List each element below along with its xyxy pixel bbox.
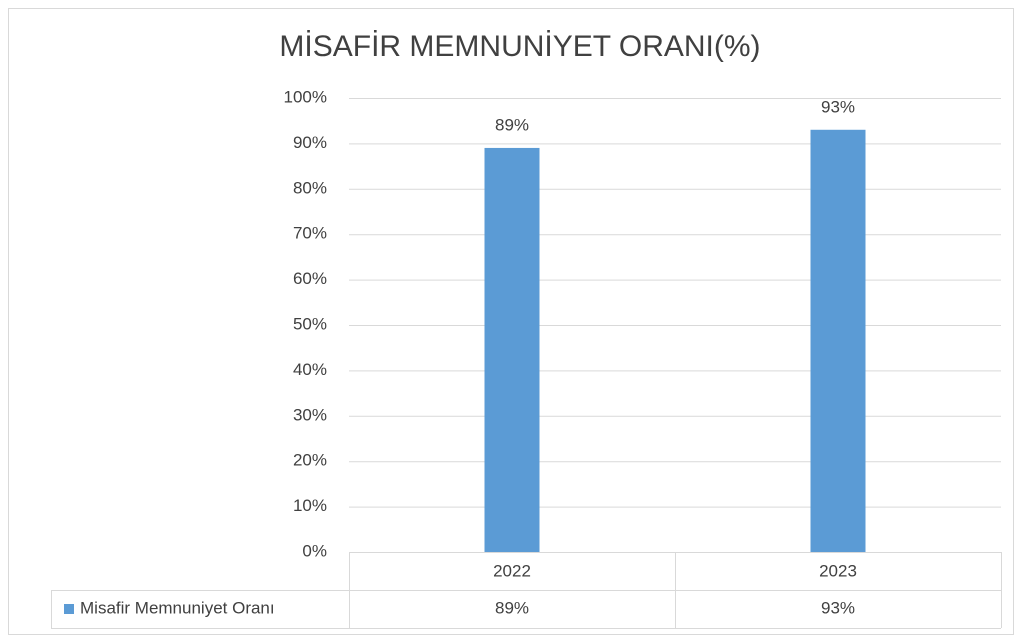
y-tick-label: 20% — [293, 451, 327, 470]
chart-title: MİSAFİR MEMNUNİYET ORANI(%) — [279, 30, 760, 63]
y-tick-label: 50% — [293, 314, 327, 333]
y-tick-label: 90% — [293, 133, 327, 152]
data-label: 93% — [821, 97, 855, 116]
data-label: 89% — [495, 115, 529, 134]
legend-label: Misafir Memnuniyet Oranı — [80, 598, 275, 617]
y-tick-label: 0% — [302, 541, 327, 560]
x-tick-label: 2022 — [493, 561, 531, 580]
x-tick-label: 2023 — [819, 561, 857, 580]
legend-key — [64, 604, 74, 614]
table-value: 89% — [495, 598, 529, 617]
bar — [484, 147, 540, 552]
y-tick-label: 30% — [293, 405, 327, 424]
table-value: 93% — [821, 598, 855, 617]
y-tick-label: 100% — [284, 87, 327, 106]
y-tick-label: 60% — [293, 269, 327, 288]
y-tick-label: 10% — [293, 496, 327, 515]
y-tick-label: 80% — [293, 178, 327, 197]
y-tick-label: 70% — [293, 224, 327, 243]
bar — [810, 129, 866, 552]
y-tick-label: 40% — [293, 360, 327, 379]
